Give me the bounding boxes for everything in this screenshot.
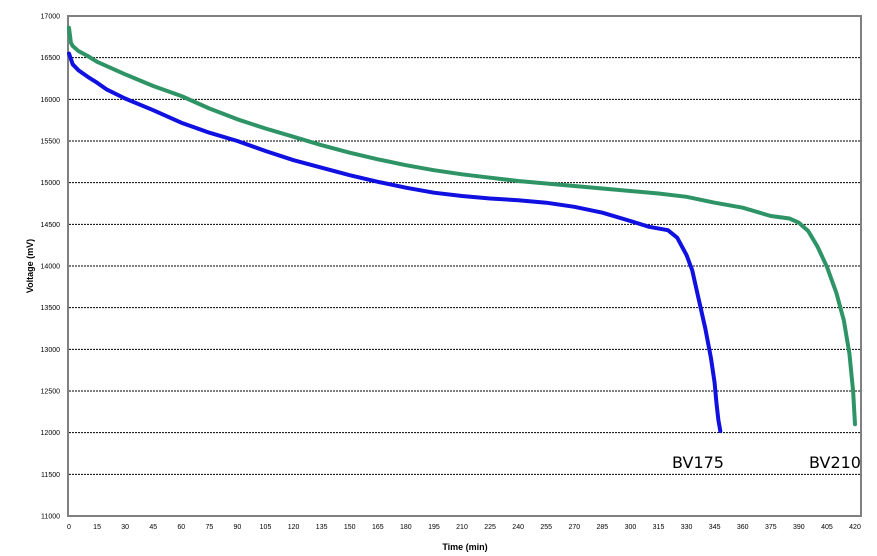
y-tick-label: 14000 (41, 264, 61, 271)
x-tick-label: 180 (400, 524, 412, 531)
x-tick-label: 405 (821, 524, 833, 531)
y-tick-label: 15500 (41, 139, 61, 146)
x-tick-label: 225 (484, 524, 496, 531)
x-axis-ticks: 0 15 30 45 60 75 90 105 120 135 150 165 180 195 210 225… (67, 524, 861, 531)
x-tick-label: 315 (653, 524, 665, 531)
series-label-bv210: BV210 (809, 453, 861, 472)
y-tick-label: 13500 (41, 305, 61, 312)
x-tick-label: 375 (765, 524, 777, 531)
x-tick-label: 285 (597, 524, 609, 531)
x-tick-label: 420 (849, 524, 861, 531)
x-tick-label: 240 (512, 524, 524, 531)
y-tick-label: 16500 (41, 55, 61, 62)
x-tick-label: 300 (625, 524, 637, 531)
x-tick-label: 150 (344, 524, 356, 531)
y-tick-label: 15000 (41, 180, 61, 187)
x-tick-label: 210 (456, 524, 468, 531)
y-axis-title: Voltage (mV) (25, 239, 35, 293)
x-tick-label: 60 (177, 524, 185, 531)
x-tick-label: 30 (121, 524, 129, 531)
x-tick-label: 45 (149, 524, 157, 531)
y-tick-label: 17000 (41, 14, 61, 21)
x-tick-label: 255 (540, 524, 552, 531)
y-tick-label: 13000 (41, 347, 61, 354)
x-axis-title: Time (min) (442, 542, 487, 552)
x-tick-label: 0 (67, 524, 71, 531)
series-line-bv210 (67, 25, 857, 427)
y-tick-label: 11000 (41, 514, 60, 521)
x-tick-label: 165 (372, 524, 384, 531)
y-tick-label: 12500 (41, 389, 61, 396)
x-tick-label: 195 (428, 524, 440, 531)
x-tick-label: 330 (681, 524, 693, 531)
y-tick-label: 12000 (41, 430, 61, 437)
x-tick-label: 390 (793, 524, 805, 531)
x-tick-label: 345 (709, 524, 721, 531)
x-tick-label: 120 (288, 524, 300, 531)
plot-area (67, 15, 862, 517)
x-tick-label: 135 (316, 524, 328, 531)
y-tick-label: 11500 (41, 472, 60, 479)
y-tick-label: 16000 (41, 97, 61, 104)
series-label-bv175: BV175 (672, 453, 724, 472)
x-tick-label: 105 (260, 524, 272, 531)
x-tick-label: 75 (205, 524, 213, 531)
x-tick-label: 270 (568, 524, 580, 531)
x-tick-label: 15 (93, 524, 101, 531)
series-line-bv175 (67, 51, 723, 433)
series-lines (67, 25, 857, 433)
x-tick-label: 90 (234, 524, 242, 531)
y-axis-ticks: 11000 11500 12000 12500 13000 13500 14000 14500… (41, 14, 61, 521)
y-tick-label: 14500 (41, 222, 61, 229)
x-tick-label: 360 (737, 524, 749, 531)
